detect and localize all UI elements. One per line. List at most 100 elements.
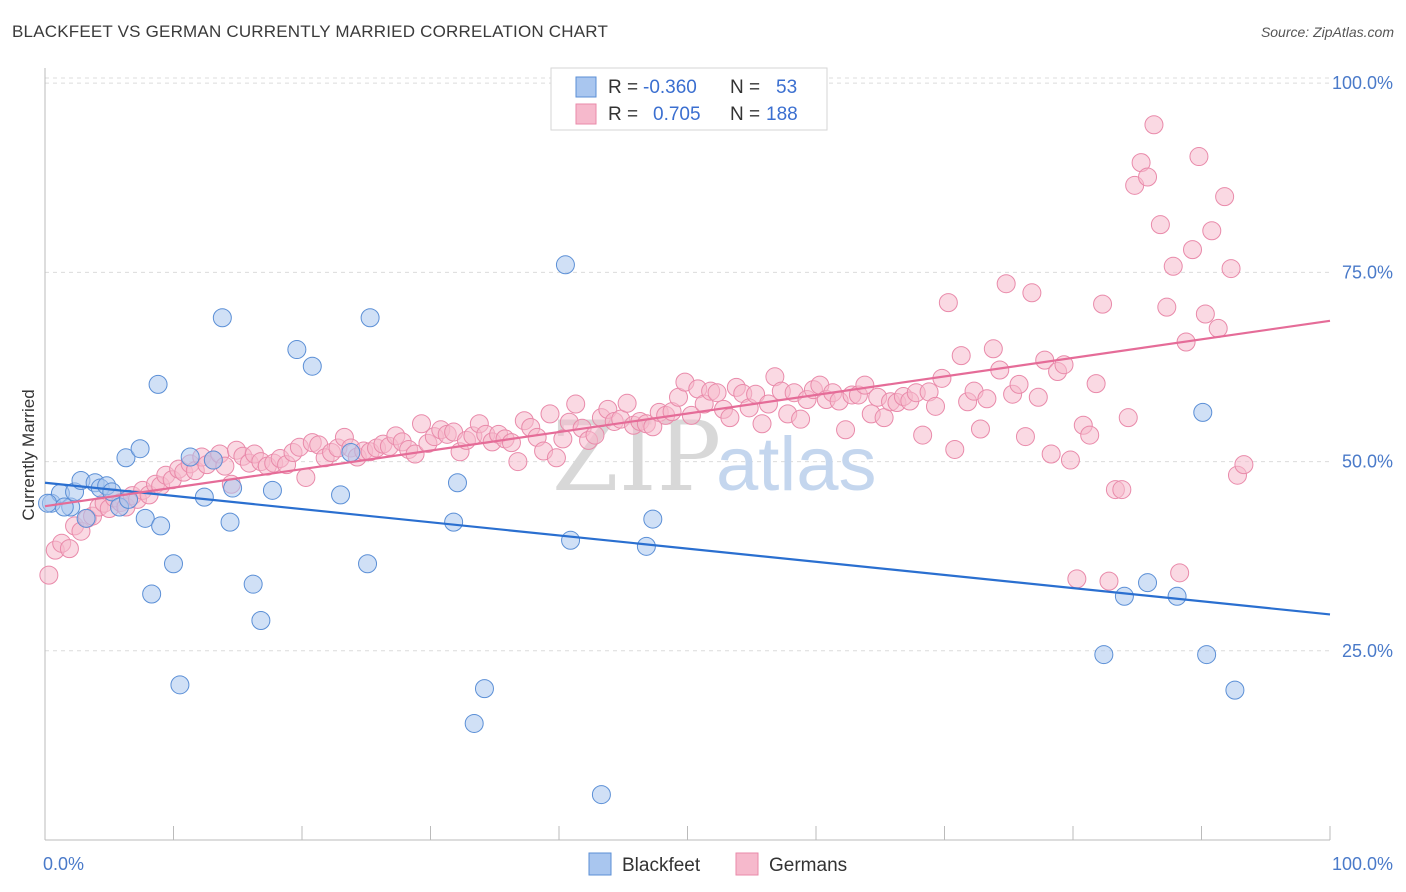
germans-point xyxy=(1163,256,1183,276)
series-legend: Blackfeet Germans xyxy=(588,852,847,876)
blackfeet-point xyxy=(643,509,663,529)
germans-point xyxy=(546,448,566,468)
blackfeet-point xyxy=(262,480,282,500)
germans-point xyxy=(1093,294,1113,314)
blackfeet-point xyxy=(331,485,351,505)
blackfeet-point xyxy=(76,508,96,528)
blackfeet-point xyxy=(1193,402,1213,422)
germans-point xyxy=(1215,187,1235,207)
germans-point xyxy=(1170,563,1190,583)
blackfeet-point xyxy=(180,447,200,467)
germans-point xyxy=(296,467,316,487)
blackfeet-point xyxy=(251,611,271,631)
y-tick-label: 75.0% xyxy=(1342,262,1393,282)
bottom-legend-label-germans: Germans xyxy=(769,855,847,876)
blackfeet-point xyxy=(561,530,581,550)
germans-point xyxy=(1118,408,1138,428)
germans-point xyxy=(1234,455,1254,475)
blackfeet-point xyxy=(287,340,307,360)
y-tick-label: 50.0% xyxy=(1342,452,1393,472)
germans-point xyxy=(1060,450,1080,470)
blackfeet-point xyxy=(360,308,380,328)
germans-point xyxy=(938,293,958,313)
germans-point xyxy=(681,405,701,425)
blackfeet-point xyxy=(38,493,58,513)
germans-point xyxy=(752,414,772,434)
blackfeet-trend-line xyxy=(44,481,1331,616)
germans-point xyxy=(566,394,586,414)
blackfeet-point xyxy=(142,584,162,604)
germans-point xyxy=(1112,480,1132,500)
y-tick-label: 25.0% xyxy=(1342,641,1393,661)
germans-point xyxy=(1208,318,1228,338)
bottom-legend-swatch-germans xyxy=(735,852,759,876)
germans-point xyxy=(508,452,528,472)
blackfeet-point xyxy=(116,448,136,468)
x-tick-label: 0.0% xyxy=(43,854,84,874)
germans-point xyxy=(951,346,971,366)
bottom-legend-label-blackfeet: Blackfeet xyxy=(622,855,701,876)
germans-point xyxy=(977,389,997,409)
blackfeet-point xyxy=(1114,586,1134,606)
blackfeet-point xyxy=(164,554,183,574)
blackfeet-point xyxy=(555,255,575,275)
germans-point xyxy=(791,409,811,429)
germans-trend-line xyxy=(44,319,1331,508)
germans-point xyxy=(1150,215,1170,235)
germans-point xyxy=(1221,259,1241,279)
germans-point xyxy=(412,414,432,434)
germans-point xyxy=(1144,115,1164,135)
blackfeet-point xyxy=(135,508,155,528)
blackfeet-point xyxy=(1138,573,1158,593)
germans-point xyxy=(945,439,965,459)
legend-swatch-blackfeet xyxy=(575,76,597,98)
germans-point xyxy=(1195,304,1215,324)
germans-point xyxy=(1009,374,1029,394)
germans-point xyxy=(1080,425,1100,445)
germans-point xyxy=(617,393,637,413)
blackfeet-point xyxy=(54,497,74,517)
germans-point xyxy=(1028,387,1048,407)
blackfeet-point xyxy=(591,785,611,805)
germans-point xyxy=(1099,571,1119,591)
germans-point xyxy=(996,274,1016,294)
germans-point xyxy=(1202,221,1222,241)
germans-point xyxy=(707,383,727,403)
germans-point xyxy=(1086,374,1106,394)
blackfeet-point xyxy=(1094,645,1114,665)
germans-point xyxy=(983,339,1003,359)
blackfeet-point xyxy=(444,512,464,532)
chart-title: BLACKFEET VS GERMAN CURRENTLY MARRIED CO… xyxy=(12,22,609,41)
germans-point xyxy=(836,420,856,440)
blackfeet-point xyxy=(447,473,467,493)
germans-point xyxy=(1183,240,1203,260)
legend-r-value-1: -0.360 xyxy=(643,77,697,98)
germans-point xyxy=(926,396,946,416)
legend-n-value-1: 53 xyxy=(776,77,797,98)
blackfeet-point xyxy=(220,512,240,532)
legend-r-value-2: 0.705 xyxy=(653,104,701,125)
blackfeet-point xyxy=(203,450,223,470)
legend-swatch-germans xyxy=(575,103,597,125)
blackfeet-point xyxy=(464,713,484,733)
germans-point xyxy=(1067,569,1087,589)
legend-r-label-1: R = xyxy=(608,77,638,98)
germans-point xyxy=(1041,444,1061,464)
x-tick-label: 100.0% xyxy=(1332,854,1393,874)
germans-point xyxy=(913,425,933,445)
legend-n-value-2: 188 xyxy=(766,104,798,125)
blackfeet-point xyxy=(243,574,263,594)
germans-point xyxy=(501,433,521,453)
legend-n-label-2: N = xyxy=(730,104,760,125)
blackfeet-point xyxy=(341,442,361,462)
axes-layer: 25.0% 50.0% 75.0% 100.0% 0.0% 100.0% xyxy=(43,68,1393,874)
blackfeet-point xyxy=(151,516,171,536)
correlation-legend: R = -0.360 N = 53 R = 0.705 N = 188 xyxy=(550,67,828,131)
blackfeet-point xyxy=(636,536,656,556)
blackfeet-point xyxy=(474,679,494,699)
germans-point xyxy=(1022,283,1042,303)
germans-point xyxy=(1015,427,1035,447)
germans-point xyxy=(1157,297,1177,317)
germans-point xyxy=(540,404,560,424)
bottom-legend-swatch-blackfeet xyxy=(588,852,612,876)
